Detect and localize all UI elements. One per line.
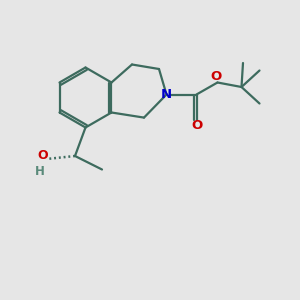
- Text: O: O: [38, 149, 48, 162]
- Text: O: O: [191, 119, 202, 132]
- Text: N: N: [161, 88, 172, 101]
- Text: H: H: [35, 165, 45, 178]
- Text: O: O: [210, 70, 222, 83]
